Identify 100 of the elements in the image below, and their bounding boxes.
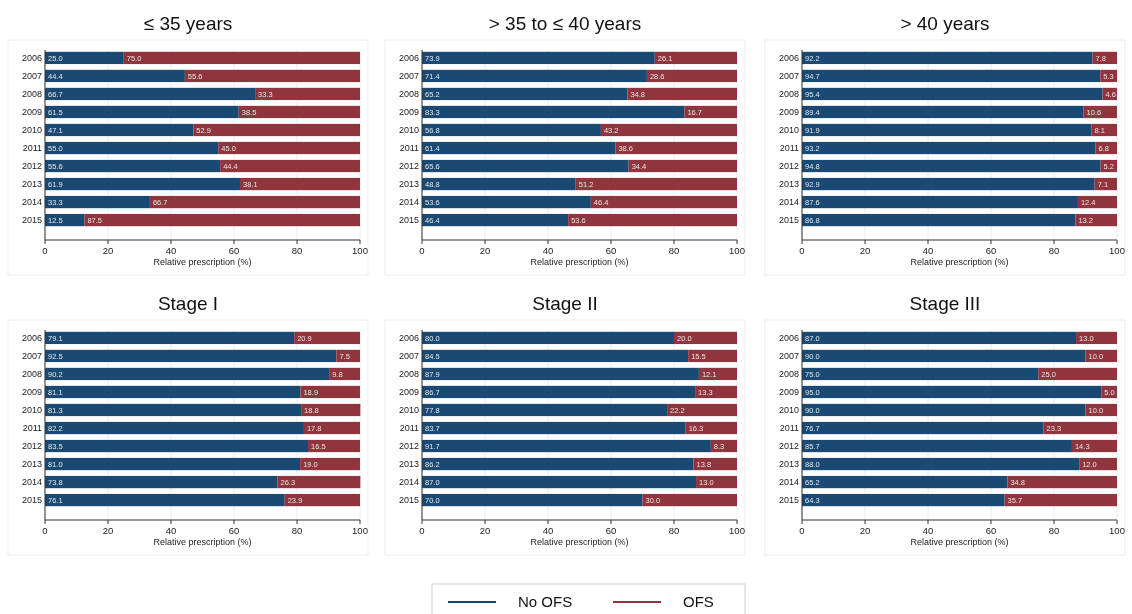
bar: [218, 141, 360, 155]
bar: [802, 385, 1102, 399]
bar: [45, 51, 124, 65]
bar: [802, 331, 1077, 345]
y-tick-label: 2006: [778, 333, 799, 344]
x-tick-label: 60: [228, 525, 240, 536]
bar: [220, 159, 360, 173]
x-tick-label: 0: [419, 525, 425, 536]
y-tick-label: 2014: [778, 197, 799, 208]
y-tick-label: 2014: [398, 477, 419, 488]
x-axis-title: Relative prescription (%): [910, 257, 1009, 267]
bar: [802, 105, 1084, 119]
x-tick-label: 40: [165, 245, 177, 256]
chart-title: Stage III: [909, 293, 981, 314]
bar: [45, 105, 239, 119]
bar: [422, 123, 601, 137]
x-axis-title: Relative prescription (%): [530, 537, 629, 547]
y-tick-label: 2015: [398, 495, 419, 506]
x-tick-label: 20: [859, 525, 871, 536]
bar: [294, 331, 360, 345]
x-tick-label: 0: [799, 245, 805, 256]
bar: [45, 493, 285, 507]
bar: [300, 385, 360, 399]
bar: [802, 493, 1005, 507]
y-tick-label: 2008: [398, 89, 419, 100]
bar: [590, 195, 737, 209]
bar: [1007, 475, 1117, 489]
bar: [802, 195, 1078, 209]
x-tick-label: 60: [985, 245, 997, 256]
y-tick-label: 2010: [398, 405, 419, 416]
x-tick-label: 80: [1048, 525, 1060, 536]
y-tick-label: 2007: [778, 71, 799, 82]
x-tick-label: 100: [352, 245, 368, 256]
x-tick-label: 80: [668, 245, 680, 256]
bar: [615, 141, 737, 155]
bar: [422, 195, 591, 209]
bar: [684, 105, 737, 119]
bar: [422, 385, 696, 399]
x-tick-label: 0: [799, 525, 805, 536]
y-tick-label: 2013: [21, 459, 42, 470]
chart-title: > 35 to ≤ 40 years: [488, 13, 642, 34]
x-tick-label: 80: [291, 245, 303, 256]
y-tick-label: 2007: [398, 351, 419, 362]
y-tick-label: 2010: [778, 405, 799, 416]
y-tick-label: 2015: [778, 215, 799, 226]
legend-label: OFS: [683, 593, 714, 611]
bar: [422, 493, 643, 507]
bar: [802, 421, 1044, 435]
y-tick-label: 2014: [778, 477, 799, 488]
x-tick-label: 60: [985, 525, 997, 536]
x-tick-label: 20: [102, 245, 114, 256]
bar: [422, 331, 674, 345]
bar: [802, 367, 1039, 381]
y-tick-label: 2012: [398, 161, 419, 172]
y-tick-label: 2006: [778, 53, 799, 64]
y-tick-label: 2011: [22, 143, 42, 154]
bar: [239, 177, 360, 191]
bar: [255, 87, 360, 101]
x-tick-label: 60: [605, 245, 617, 256]
x-tick-label: 100: [729, 525, 745, 536]
x-tick-label: 20: [859, 245, 871, 256]
y-tick-label: 2011: [22, 423, 42, 434]
bar: [45, 457, 301, 471]
bar: [802, 87, 1103, 101]
bar: [184, 69, 360, 83]
y-tick-label: 2014: [21, 197, 42, 208]
bar: [802, 69, 1101, 83]
bar: [422, 51, 655, 65]
bar: [301, 403, 361, 417]
chart-title: Stage II: [532, 293, 598, 314]
x-axis-title: Relative prescription (%): [530, 257, 629, 267]
bar: [45, 87, 256, 101]
x-tick-label: 100: [729, 245, 745, 256]
y-tick-label: 2008: [21, 89, 42, 100]
y-tick-label: 2012: [398, 441, 419, 452]
y-tick-label: 2015: [778, 495, 799, 506]
y-tick-label: 2006: [21, 333, 42, 344]
y-tick-label: 2013: [398, 179, 419, 190]
bar: [45, 141, 219, 155]
bar: [277, 475, 361, 489]
bar: [123, 51, 360, 65]
bar: [568, 213, 737, 227]
y-tick-label: 2009: [21, 387, 42, 398]
x-tick-label: 40: [922, 525, 934, 536]
y-tick-label: 2007: [21, 351, 42, 362]
y-tick-label: 2006: [21, 53, 42, 64]
y-tick-label: 2015: [21, 495, 42, 506]
bar: [45, 439, 309, 453]
bar: [600, 123, 737, 137]
y-tick-label: 2014: [21, 477, 42, 488]
x-tick-label: 40: [542, 245, 554, 256]
bar: [674, 331, 737, 345]
y-tick-label: 2007: [21, 71, 42, 82]
bar: [45, 177, 240, 191]
bar: [575, 177, 737, 191]
bar: [45, 403, 302, 417]
bar: [193, 123, 360, 137]
bar: [45, 195, 150, 209]
bar: [802, 475, 1008, 489]
bar: [628, 159, 737, 173]
